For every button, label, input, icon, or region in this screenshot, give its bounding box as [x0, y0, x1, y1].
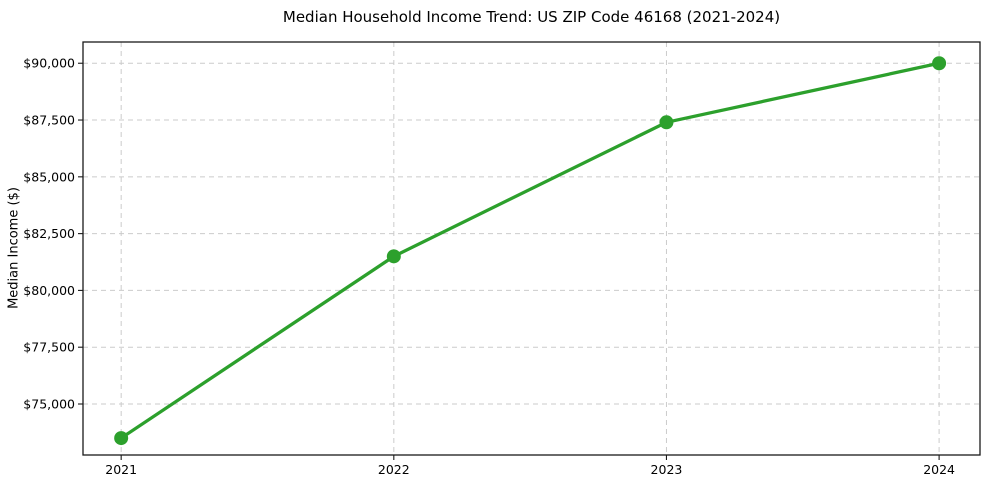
data-point	[386, 249, 401, 264]
x-tick-label: 2024	[923, 462, 955, 477]
plot-border	[82, 41, 981, 456]
x-tick-label: 2022	[378, 462, 410, 477]
data-point	[932, 56, 947, 71]
trend-line	[119, 61, 941, 440]
data-point	[659, 115, 674, 130]
x-tick-label: 2021	[105, 462, 137, 477]
y-tick-label: $82,500	[23, 226, 75, 241]
y-tick-label: $90,000	[23, 56, 75, 71]
chart-title: Median Household Income Trend: US ZIP Co…	[282, 8, 781, 26]
y-tick-label: $80,000	[23, 283, 75, 298]
data-point	[114, 431, 129, 446]
x-tick-label: 2023	[651, 462, 683, 477]
y-tick-label: $85,000	[23, 169, 75, 184]
y-tick-label: $75,000	[23, 396, 75, 411]
y-tick-label: $87,500	[23, 113, 75, 128]
y-tick-label: $77,500	[23, 340, 75, 355]
